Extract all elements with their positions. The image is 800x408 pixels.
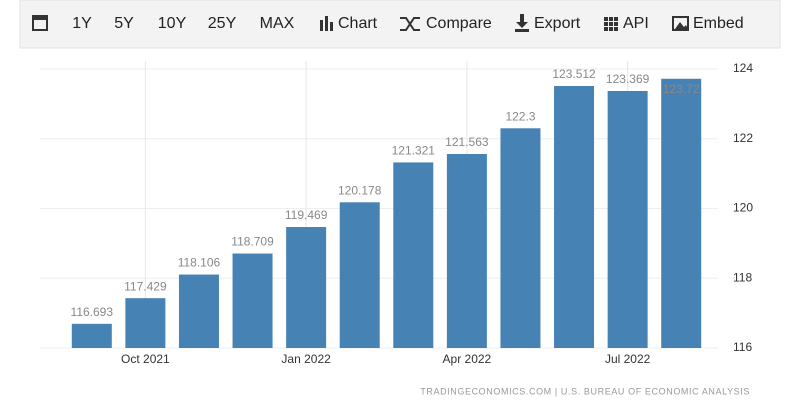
- bar: [125, 298, 166, 348]
- compare-button[interactable]: Compare: [426, 15, 492, 32]
- y-tick-label: 122: [733, 131, 753, 145]
- chart-button[interactable]: Chart: [338, 15, 378, 32]
- bar: [446, 153, 487, 348]
- value-label: 123.369: [606, 72, 650, 86]
- export-button[interactable]: Export: [534, 15, 581, 32]
- compare-icon[interactable]: [400, 17, 420, 31]
- embed-button[interactable]: Embed: [693, 15, 744, 32]
- bar: [71, 323, 112, 348]
- value-label: 123.72: [663, 82, 700, 96]
- api-button[interactable]: API: [623, 15, 649, 32]
- api-icon[interactable]: [604, 17, 618, 31]
- value-label: 120.178: [338, 183, 382, 197]
- y-tick-label: 120: [733, 201, 753, 215]
- chart-icon[interactable]: [320, 16, 333, 31]
- bar: [232, 253, 273, 348]
- range-max[interactable]: MAX: [260, 15, 295, 32]
- calendar-icon[interactable]: [32, 15, 48, 31]
- value-label: 122.3: [505, 109, 535, 123]
- x-tick-label: Jan 2022: [281, 352, 331, 366]
- bar: [286, 227, 327, 348]
- value-label: 121.321: [392, 144, 436, 158]
- y-tick-label: 118: [733, 270, 752, 284]
- range-10y[interactable]: 10Y: [158, 15, 187, 32]
- bar: [500, 128, 541, 348]
- value-label: 117.429: [124, 279, 167, 293]
- source: TRADINGECONOMICS.COM | U.S. BUREAU OF EC…: [420, 386, 750, 396]
- bar: [393, 162, 434, 348]
- x-tick-label: Jul 2022: [605, 352, 651, 366]
- range-25y[interactable]: 25Y: [208, 15, 237, 32]
- y-tick-label: 116: [733, 340, 752, 354]
- y-tick-label: 124: [733, 61, 753, 75]
- export-icon[interactable]: [515, 14, 529, 32]
- range-5y[interactable]: 5Y: [114, 15, 134, 32]
- value-label: 118.106: [178, 256, 221, 270]
- value-label: 118.709: [231, 235, 274, 249]
- value-label: 119.469: [285, 208, 328, 222]
- value-label: 121.563: [445, 135, 489, 149]
- bar: [554, 86, 595, 349]
- toolbar: [19, 0, 781, 49]
- bar: [339, 202, 380, 348]
- bar: [661, 78, 702, 348]
- bar: [607, 91, 648, 348]
- x-tick-label: Oct 2021: [121, 352, 170, 366]
- x-tick-label: Apr 2022: [443, 352, 492, 366]
- bar: [178, 274, 219, 348]
- embed-icon[interactable]: [672, 16, 689, 31]
- value-label: 116.693: [71, 305, 114, 319]
- range-1y[interactable]: 1Y: [72, 15, 92, 32]
- value-label: 123.512: [552, 67, 596, 81]
